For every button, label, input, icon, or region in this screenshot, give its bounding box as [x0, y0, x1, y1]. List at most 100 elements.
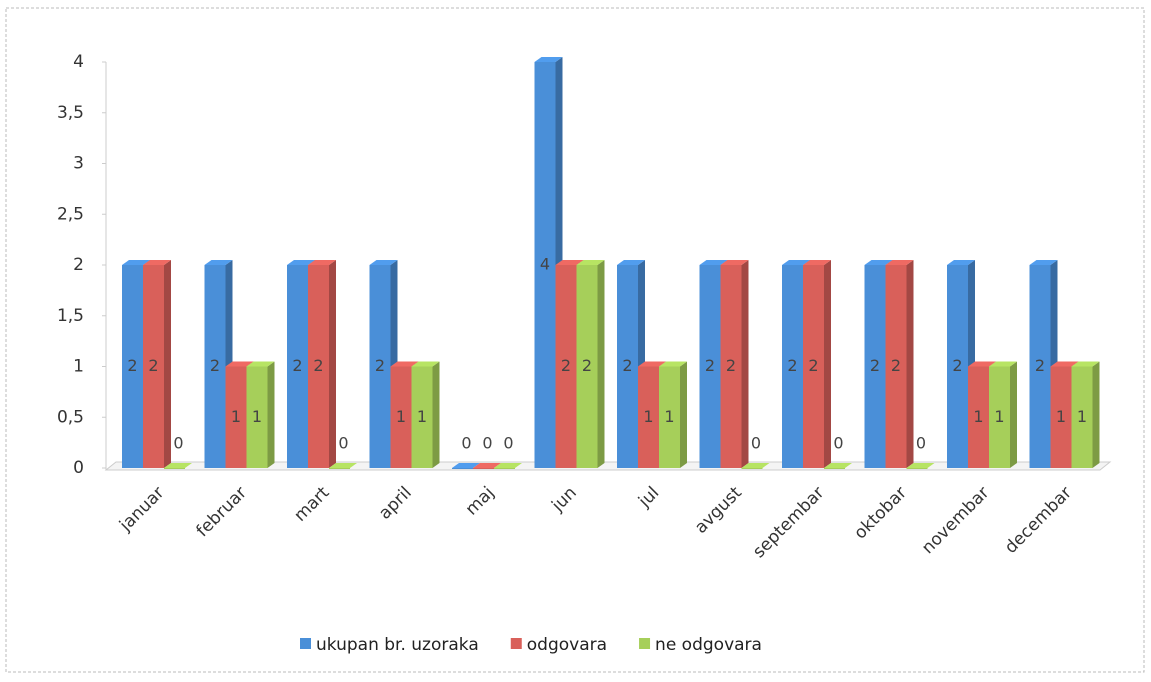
- data-label: 1: [1077, 407, 1087, 426]
- bar: [824, 468, 845, 469]
- bar-top: [473, 463, 501, 468]
- bar: [164, 468, 185, 469]
- legend-swatch: [639, 638, 651, 649]
- bar-top: [204, 260, 233, 265]
- x-tick-label: decembar: [1001, 483, 1076, 558]
- data-label: 2: [1035, 356, 1045, 375]
- data-label: 1: [252, 407, 262, 426]
- bar: [329, 468, 350, 469]
- y-tick-label: 4: [73, 52, 84, 72]
- bar-side: [906, 260, 914, 468]
- bar-top: [864, 260, 893, 265]
- data-label: 1: [1056, 407, 1066, 426]
- y-tick-label: 3: [73, 154, 84, 174]
- bar-top: [411, 361, 440, 367]
- data-label: 0: [833, 434, 843, 453]
- bar: [638, 366, 659, 468]
- bar: [1029, 265, 1051, 468]
- data-label: 2: [148, 356, 158, 375]
- data-label: 2: [952, 356, 962, 375]
- bar-top: [390, 361, 419, 367]
- bar: [555, 265, 577, 468]
- data-label: 0: [173, 434, 183, 453]
- y-tick-label: 1,5: [57, 306, 84, 326]
- bar-side: [824, 260, 831, 468]
- bar-top: [555, 260, 584, 265]
- bar: [143, 265, 164, 468]
- bar: [803, 265, 824, 468]
- data-label: 2: [210, 356, 220, 375]
- data-label: 2: [726, 356, 736, 375]
- bar-top: [803, 260, 831, 265]
- data-label: 0: [338, 434, 348, 453]
- frame: [5, 7, 1145, 673]
- legend-label: odgovara: [527, 635, 607, 655]
- bar: [473, 468, 494, 469]
- y-tick-label: 0,5: [57, 407, 84, 427]
- bar-top: [824, 463, 852, 468]
- x-tick-label: januar: [115, 483, 168, 536]
- bar: [989, 366, 1010, 468]
- bar: [576, 265, 598, 468]
- bar-side: [597, 260, 605, 468]
- data-label: 1: [643, 407, 653, 426]
- data-label: 2: [891, 356, 901, 375]
- data-label: 2: [292, 356, 302, 375]
- bar-top: [225, 361, 254, 367]
- data-label: 2: [705, 356, 715, 375]
- bar: [534, 62, 556, 468]
- legend-label: ne odgovara: [655, 635, 762, 655]
- data-label: 1: [417, 407, 427, 426]
- floor: [104, 461, 1112, 471]
- x-tick-label: jun: [547, 483, 580, 516]
- data-label: 2: [127, 356, 137, 375]
- bar: [287, 265, 308, 468]
- bar-top: [1071, 361, 1100, 367]
- x-tick-label: avgust: [691, 483, 746, 538]
- bar-top: [1029, 260, 1058, 265]
- data-label: 2: [808, 356, 818, 375]
- bar-side: [741, 260, 749, 468]
- data-label: 1: [973, 407, 983, 426]
- bar: [659, 366, 680, 468]
- bar-top: [576, 260, 605, 265]
- data-label: 0: [482, 434, 492, 453]
- bar: [225, 366, 247, 468]
- y-tick-label: 3,5: [57, 103, 84, 123]
- data-label: 2: [313, 356, 323, 375]
- data-label: 1: [664, 407, 674, 426]
- bar-side: [267, 361, 275, 468]
- bar: [906, 468, 928, 469]
- x-tick-label: februar: [193, 483, 251, 541]
- bar: [947, 265, 968, 468]
- bar: [494, 468, 515, 469]
- bar-top: [534, 57, 563, 62]
- bar-top: [143, 260, 171, 265]
- bar-top: [968, 361, 996, 367]
- bar-top: [782, 260, 810, 265]
- bar: [369, 265, 391, 468]
- x-tick-label: mart: [290, 483, 333, 526]
- legend-swatch: [510, 638, 522, 649]
- bar-top: [122, 260, 150, 265]
- bar-side: [329, 260, 336, 468]
- bar-side: [1092, 361, 1100, 468]
- bar: [617, 265, 638, 468]
- bar-side: [680, 361, 687, 468]
- y-tick-label: 1: [73, 357, 84, 377]
- bar: [411, 366, 433, 468]
- bar-top: [989, 361, 1017, 367]
- bar-top: [659, 361, 687, 367]
- data-label: 0: [503, 434, 513, 453]
- x-tick-label: novembar: [918, 483, 993, 558]
- x-tick-label: maj: [462, 483, 499, 520]
- bar-top: [906, 463, 935, 468]
- bar-top: [1050, 361, 1079, 367]
- bar-top: [494, 463, 522, 468]
- data-label: 2: [870, 356, 880, 375]
- bar: [390, 366, 412, 468]
- data-label: 1: [994, 407, 1004, 426]
- bar: [782, 265, 803, 468]
- data-label: 0: [916, 434, 926, 453]
